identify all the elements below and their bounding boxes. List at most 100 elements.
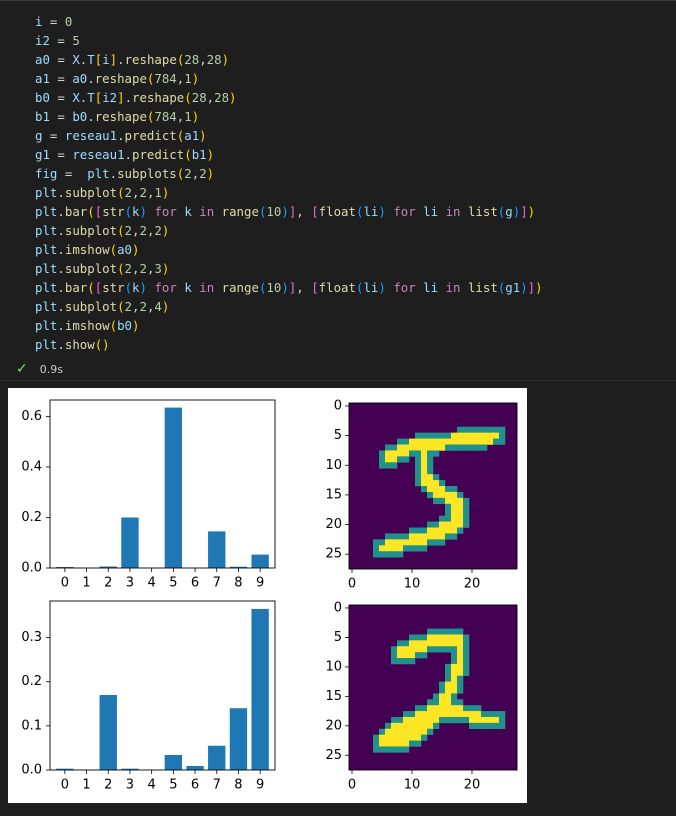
image-pixel	[415, 711, 422, 718]
code-line[interactable]: a1 = a0.reshape(784,1)	[35, 69, 543, 88]
code-line[interactable]: plt.subplot(2,2,4)	[35, 297, 543, 316]
image-pixel	[421, 450, 428, 457]
image-pixel	[451, 628, 458, 635]
image-pixel	[421, 432, 428, 439]
image-pixel	[379, 539, 386, 546]
code-token: li	[423, 204, 439, 219]
image-pixel	[421, 646, 428, 653]
image-pixel	[379, 450, 386, 457]
code-line[interactable]: i2 = 5	[35, 31, 543, 50]
image-pixel	[463, 640, 470, 647]
code-token: )	[139, 204, 147, 219]
code-token: )	[206, 166, 215, 181]
image-pixel	[409, 722, 416, 730]
code-line[interactable]: b0 = X.T[i2].reshape(28,28)	[35, 88, 543, 107]
code-token: .	[87, 109, 95, 124]
code-token: subplot	[64, 299, 118, 314]
image-pixel	[415, 474, 422, 481]
image-pixel	[463, 652, 470, 659]
image-pixel	[445, 640, 452, 647]
code-line[interactable]: plt.show()	[35, 335, 543, 354]
code-line[interactable]: i = 0	[35, 12, 543, 31]
code-token: X	[72, 52, 80, 67]
image-pixel	[427, 468, 434, 475]
code-line[interactable]: fig = plt.subplots(2,2)	[35, 164, 543, 183]
code-line[interactable]: plt.bar([str(k) for k in range(10)], [fl…	[35, 202, 543, 221]
bar	[99, 694, 117, 770]
image-pixel	[439, 634, 446, 641]
code-token: i2	[35, 33, 50, 48]
image-pixel	[421, 438, 428, 445]
image-pixel	[373, 734, 380, 741]
image-pixel	[469, 438, 476, 445]
image-pixel	[409, 539, 416, 546]
code-token: ,	[296, 204, 312, 219]
code-cell[interactable]: i = 0 i2 = 5 a0 = X.T[i].reshape(28,28) a1 …	[0, 0, 676, 380]
image-pixel	[421, 533, 428, 540]
code-line[interactable]: a0 = X.T[i].reshape(28,28)	[35, 50, 543, 69]
image-pixel	[421, 545, 428, 552]
code-line[interactable]: g1 = reseau1.predict(b1)	[35, 145, 543, 164]
code-line[interactable]: plt.imshow(a0)	[35, 240, 543, 259]
code-token: (	[176, 52, 185, 67]
code-token: )	[132, 318, 140, 333]
image-pixel	[427, 728, 434, 735]
code-line[interactable]: g = reseau1.predict(a1)	[35, 126, 543, 145]
code-line[interactable]: plt.subplot(2,2,2)	[35, 221, 543, 240]
code-token: k	[132, 204, 140, 219]
image-pixel	[445, 716, 452, 724]
image-pixel	[409, 652, 416, 659]
code-line[interactable]: plt.subplot(2,2,1)	[35, 183, 543, 202]
code-line[interactable]: b1 = b0.reshape(784,1)	[35, 107, 543, 126]
code-token: )	[221, 52, 230, 67]
code-token: (	[176, 166, 185, 181]
image-pixel	[433, 491, 440, 499]
code-token: 2	[139, 261, 147, 276]
x-tick-label: 1	[82, 778, 90, 793]
code-token: for	[154, 280, 177, 295]
image-pixel	[379, 746, 386, 753]
image-pixel	[427, 491, 434, 499]
x-tick-label: 8	[234, 778, 242, 793]
code-line[interactable]: plt.imshow(b0)	[35, 316, 543, 335]
image-pixel	[385, 740, 392, 747]
image-pixel	[433, 705, 440, 712]
image-pixel	[415, 468, 422, 475]
image-pixel	[421, 444, 428, 451]
image-pixel	[451, 693, 458, 700]
image-pixel	[421, 634, 428, 641]
code-token: X	[72, 90, 80, 105]
image-pixel	[457, 503, 464, 511]
code-line[interactable]: plt.bar([str(k) for k in range(10)], [fl…	[35, 278, 543, 297]
code-token: predict	[124, 128, 177, 143]
code-line[interactable]: plt.subplot(2,2,3)	[35, 259, 543, 278]
y-tick-label: 15	[325, 487, 342, 502]
code-token: reshape	[94, 109, 147, 124]
code-token: [	[94, 90, 103, 105]
image-pixel	[409, 527, 416, 534]
code-editor[interactable]: i = 0 i2 = 5 a0 = X.T[i].reshape(28,28) a1 …	[35, 12, 543, 354]
image-pixel	[439, 515, 446, 522]
image-pixel	[427, 533, 434, 540]
image-pixel	[415, 634, 422, 641]
image-pixel	[487, 438, 494, 445]
image-pixel	[403, 444, 410, 451]
code-token: a0	[117, 242, 133, 257]
y-tick-label: 5	[334, 428, 342, 443]
image-pixel	[403, 533, 410, 540]
code-token: 784	[154, 71, 177, 86]
image-pixel	[451, 515, 458, 522]
image-pixel	[451, 675, 458, 682]
code-token: )	[161, 299, 170, 314]
code-token: (	[124, 204, 133, 219]
image-pixel	[397, 722, 404, 730]
image-pixel	[451, 652, 458, 659]
image-pixel	[457, 716, 464, 724]
cell-output: 0 1 2 3 4 5 6 7 8 9 0.0 0.2 0.4 0.6 0 5 10 15 20 25 0 10 20 0 1 2…	[8, 388, 527, 803]
code-token: plt	[87, 166, 110, 181]
code-token: )	[512, 204, 521, 219]
image-pixel	[463, 503, 470, 511]
image-pixel	[421, 456, 428, 463]
image-pixel	[427, 640, 434, 647]
code-token	[214, 280, 221, 295]
